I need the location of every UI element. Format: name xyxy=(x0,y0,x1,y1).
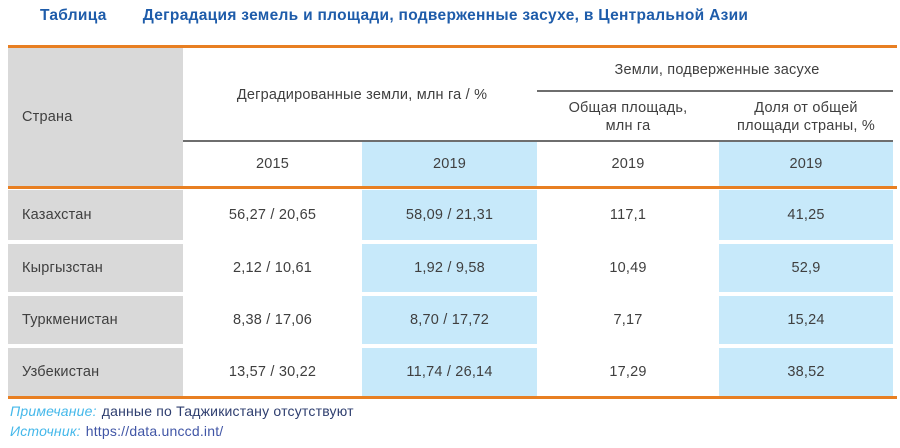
cell-drought-area-2019: 7,17 xyxy=(613,312,643,328)
footnotes: Примечание: данные по Таджикистану отсутс… xyxy=(10,401,354,441)
source-line: Источник: https://data.unccd.int/ xyxy=(10,421,354,441)
header-drought-share-line1: Доля от общей xyxy=(754,99,858,116)
table-caption-text: Деградация земель и площади, подверженны… xyxy=(142,7,749,24)
year-drought-share-2019: 2019 xyxy=(719,142,893,186)
note-line: Примечание: данные по Таджикистану отсутс… xyxy=(10,401,354,421)
drought-header-underline xyxy=(537,90,893,92)
row-country: Казахстан xyxy=(8,190,183,240)
table-caption-label: Таблица xyxy=(40,7,107,24)
cell-degraded-2015: 56,27 / 20,65 xyxy=(228,207,317,223)
cell-degraded-2019: 1,92 / 9,58 xyxy=(362,244,537,292)
cell-degraded-2019: 11,74 / 26,14 xyxy=(362,348,537,396)
header-drought-total-area: Общая площадь, млн га xyxy=(541,92,715,142)
cell-degraded-2015: 2,12 / 10,61 xyxy=(233,260,312,276)
year-degraded-2015: 2015 xyxy=(255,156,290,172)
column-header-underline xyxy=(183,140,893,142)
cell-drought-area-2019: 17,29 xyxy=(609,364,647,380)
cell-drought-area-2019: 10,49 xyxy=(609,260,647,276)
table-caption: Таблица Деградация земель и площади, подв… xyxy=(40,7,748,25)
cell-degraded-2019: 58,09 / 21,31 xyxy=(362,190,537,240)
cell-drought-share-2019: 52,9 xyxy=(719,244,893,292)
top-accent-rule xyxy=(8,45,897,48)
header-degraded-lands: Деградированные земли, млн га / % xyxy=(236,87,488,103)
header-drought-share-line2: площади страны, % xyxy=(737,118,875,134)
header-drought-total-area-line2: млн га xyxy=(605,118,651,134)
data-table: Страна Деградированные земли, млн га / %… xyxy=(8,48,893,396)
header-body-divider-rule xyxy=(8,186,897,189)
cell-degraded-2015: 8,38 / 17,06 xyxy=(233,312,312,328)
header-drought-share: Доля от общей площади страны, % xyxy=(719,92,893,142)
row-country: Узбекистан xyxy=(8,348,183,396)
header-drought-lands: Земли, подверженные засухе xyxy=(614,62,820,78)
year-drought-area-2019: 2019 xyxy=(611,156,645,172)
cell-degraded-2019: 8,70 / 17,72 xyxy=(362,296,537,344)
note-label: Примечание: xyxy=(10,403,97,419)
cell-drought-area-2019: 117,1 xyxy=(609,207,647,223)
row-country: Кыргызстан xyxy=(8,244,183,292)
note-text: данные по Таджикистану отсутствуют xyxy=(101,403,354,419)
header-drought-total-area-line1: Общая площадь, xyxy=(568,99,688,116)
source-label: Источник: xyxy=(10,423,81,439)
cell-drought-share-2019: 15,24 xyxy=(719,296,893,344)
row-country: Туркменистан xyxy=(8,296,183,344)
cell-degraded-2015: 13,57 / 30,22 xyxy=(228,364,317,380)
year-degraded-2019: 2019 xyxy=(362,142,537,186)
bottom-accent-rule xyxy=(8,396,897,399)
source-link[interactable]: https://data.unccd.int/ xyxy=(85,423,224,439)
cell-drought-share-2019: 41,25 xyxy=(719,190,893,240)
cell-drought-share-2019: 38,52 xyxy=(719,348,893,396)
header-country: Страна xyxy=(8,48,183,186)
